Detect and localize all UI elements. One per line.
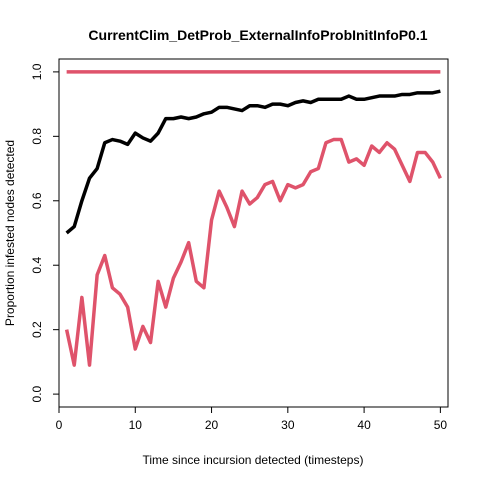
x-tick-label: 10 bbox=[129, 418, 143, 432]
x-axis-label: Time since incursion detected (timesteps… bbox=[143, 453, 364, 467]
y-tick-label: 0.4 bbox=[30, 257, 44, 274]
y-tick-label: 0.2 bbox=[30, 321, 44, 338]
series-layer bbox=[64, 70, 442, 367]
y-tick-label: 0.6 bbox=[30, 192, 44, 209]
x-tick-label: 20 bbox=[205, 418, 219, 432]
series-line-2 bbox=[64, 137, 442, 367]
x-tick-label: 0 bbox=[56, 418, 63, 432]
y-tick-label: 1.0 bbox=[30, 63, 44, 80]
y-tick-label: 0.8 bbox=[30, 128, 44, 145]
plot-frame bbox=[58, 58, 449, 408]
x-tick-label: 50 bbox=[434, 418, 448, 432]
y-axis: 0.0 0.2 0.4 0.6 0.8 1.0 bbox=[30, 63, 59, 402]
y-axis-label: Proportion infested nodes detected bbox=[3, 140, 17, 326]
chart-title: CurrentClim_DetProb_ExternalInfoProbInit… bbox=[88, 27, 427, 43]
x-tick-label: 40 bbox=[357, 418, 371, 432]
y-tick-label: 0.0 bbox=[30, 385, 44, 402]
x-axis: 0 10 20 30 40 50 bbox=[56, 407, 448, 432]
x-tick-label: 30 bbox=[281, 418, 295, 432]
series-line-1 bbox=[65, 89, 441, 235]
